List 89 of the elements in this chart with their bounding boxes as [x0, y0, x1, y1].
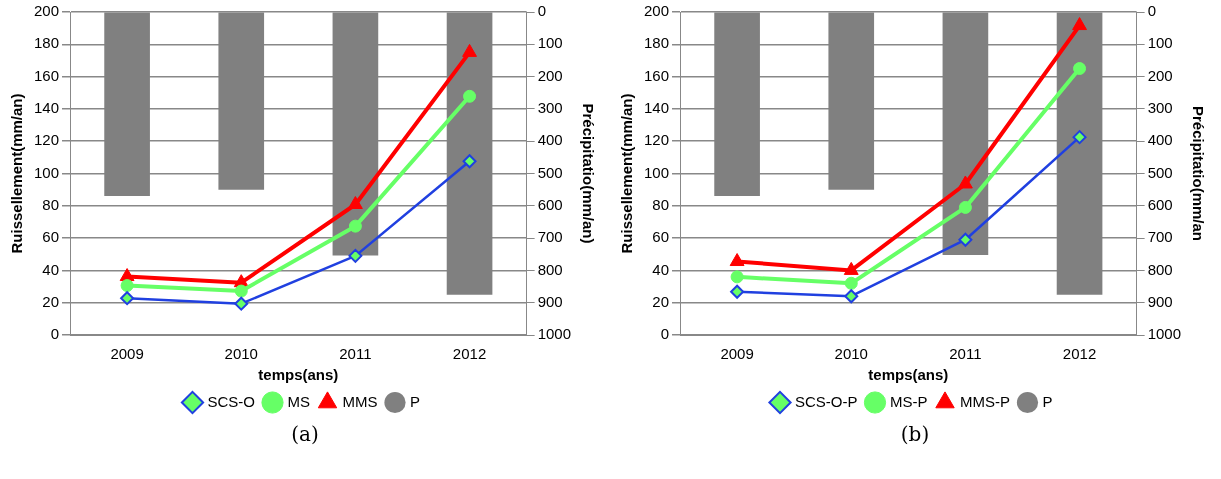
y-axis-title: Ruissellement(mm/an) — [8, 93, 26, 254]
y2-tick-label: 600 — [1147, 195, 1173, 213]
y2-tick-label: 300 — [537, 99, 563, 117]
y2-tick-label: 900 — [1147, 292, 1173, 310]
y-tick-label: 0 — [660, 325, 670, 343]
y2-tick-label: 500 — [1147, 163, 1173, 181]
y2-tick-label: 400 — [1147, 131, 1173, 149]
point — [844, 289, 859, 304]
legend-label: MMS-P — [960, 392, 1010, 410]
x-tick-label: 2009 — [720, 345, 754, 363]
point — [348, 219, 362, 233]
legend-label: SCS-O — [207, 392, 256, 410]
point — [958, 200, 972, 214]
point — [462, 43, 477, 57]
x-tick-label: 2010 — [224, 345, 258, 363]
legend-label: SCS-O-P — [795, 392, 858, 410]
y2-tick-label: 200 — [1147, 66, 1173, 84]
y2-axis-title: Précipitatio(mm/an — [1189, 105, 1207, 242]
point — [462, 154, 477, 169]
y-tick-label: 0 — [50, 325, 60, 343]
x-axis-title: temps(ans) — [258, 366, 339, 384]
legend-label: P — [410, 392, 421, 410]
point — [1073, 62, 1087, 76]
y-tick-label: 160 — [644, 66, 670, 84]
y-tick-label: 120 — [34, 131, 60, 149]
x-tick-label: 2012 — [452, 345, 487, 363]
y-tick-label: 80 — [42, 195, 60, 213]
y-tick-label: 160 — [34, 66, 60, 84]
y2-tick-label: 700 — [1147, 228, 1173, 246]
y-tick-label: 120 — [644, 131, 670, 149]
y2-tick-label: 100 — [537, 34, 563, 52]
point — [348, 248, 363, 263]
legend-label: MMS — [342, 392, 378, 410]
point — [844, 276, 858, 290]
y-tick-label: 80 — [652, 195, 670, 213]
x-tick-label: 2012 — [1062, 345, 1097, 363]
point — [958, 232, 973, 247]
point — [1072, 130, 1087, 145]
x-tick-label: 2011 — [949, 345, 982, 363]
legend-label: P — [1042, 392, 1053, 410]
y-axis-title: Ruissellement(mm/an) — [618, 93, 636, 254]
x-axis-title: temps(ans) — [868, 366, 949, 384]
text: (a) — [290, 422, 320, 446]
y-tick-label: 40 — [42, 260, 60, 278]
point — [729, 253, 745, 267]
y-tick-label: 100 — [644, 163, 670, 181]
y2-tick-label: 1000 — [537, 325, 572, 343]
y2-tick-label: 800 — [1147, 260, 1173, 278]
x-tick-label: 2011 — [339, 345, 372, 363]
point — [234, 296, 249, 311]
legend-label: MS — [287, 392, 310, 410]
y2-tick-label: 0 — [537, 2, 546, 20]
point — [120, 279, 134, 293]
point — [1072, 17, 1087, 31]
y2-tick-label: 600 — [537, 195, 563, 213]
y-tick-label: 140 — [644, 99, 670, 117]
point — [730, 284, 745, 299]
y-tick-label: 20 — [42, 292, 60, 310]
y-tick-label: 180 — [34, 34, 60, 52]
y2-tick-label: 300 — [1147, 99, 1173, 117]
y2-tick-label: 500 — [537, 163, 563, 181]
y2-tick-label: 0 — [1147, 2, 1156, 20]
y-tick-label: 20 — [652, 292, 670, 310]
y2-tick-label: 700 — [537, 228, 563, 246]
text: (b) — [899, 422, 931, 446]
legend-label: MS-P — [890, 392, 928, 410]
y-tick-label: 200 — [34, 2, 60, 20]
y2-tick-label: 200 — [537, 66, 563, 84]
point — [347, 196, 363, 210]
point — [957, 175, 973, 189]
y2-tick-label: 400 — [537, 131, 563, 149]
y-tick-label: 200 — [644, 2, 670, 20]
point — [120, 291, 135, 306]
point — [463, 89, 477, 103]
y-tick-label: 60 — [652, 228, 670, 246]
y-tick-label: 60 — [42, 228, 60, 246]
point — [234, 284, 248, 298]
y-tick-label: 100 — [34, 163, 60, 181]
y2-tick-label: 1000 — [1147, 325, 1182, 343]
y-tick-label: 40 — [652, 260, 670, 278]
y-tick-label: 180 — [644, 34, 670, 52]
y2-tick-label: 800 — [537, 260, 563, 278]
x-tick-label: 2009 — [110, 345, 144, 363]
y2-tick-label: 100 — [1147, 34, 1173, 52]
point — [730, 270, 744, 284]
y2-axis-title: Précipitatio(mm/an) — [579, 103, 597, 244]
y2-tick-label: 900 — [537, 292, 563, 310]
y-tick-label: 140 — [34, 99, 60, 117]
x-tick-label: 2010 — [834, 345, 868, 363]
